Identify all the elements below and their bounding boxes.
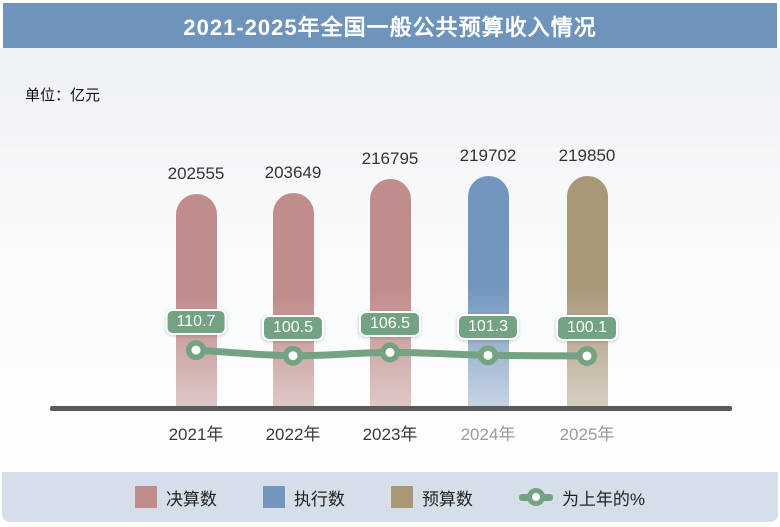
bar-2023年 xyxy=(369,179,411,406)
legend-item-label: 为上年的% xyxy=(561,489,646,509)
trend-point-marker-core xyxy=(288,351,298,361)
unit-label: 单位：亿元 xyxy=(25,87,101,104)
legend-item-execution: 执行数 xyxy=(262,485,345,510)
chart-title: 2021-2025年全国一般公共预算收入情况 xyxy=(183,14,597,40)
x-axis-label: 2024年 xyxy=(460,425,516,444)
chart-plot-area: 单位：亿元 202555 2021年 203649 2022年 216795 2023年 2… xyxy=(0,48,780,472)
bar-2025年 xyxy=(566,176,608,406)
chart-title-bar: 2021-2025年全国一般公共预算收入情况 xyxy=(3,3,777,48)
trend-line-svg xyxy=(186,340,597,366)
bar-value-label: 219702 xyxy=(459,146,517,165)
bar-2024年 xyxy=(467,176,509,406)
execution-swatch-icon xyxy=(262,486,285,508)
bar-2021年 xyxy=(175,194,217,406)
pct-label: 110.7 xyxy=(165,309,227,336)
x-axis-line xyxy=(50,406,732,411)
budget-swatch-icon xyxy=(390,486,413,508)
line-marker-icon xyxy=(518,486,553,508)
legend-item-label: 预算数 xyxy=(421,489,473,509)
line-dot-core xyxy=(531,493,540,501)
legend-bar: 决算数 执行数 预算数 为上年的% xyxy=(2,472,778,522)
legend-item-label: 决算数 xyxy=(165,489,217,509)
legend-item-label: 执行数 xyxy=(293,489,345,509)
bar-value-label: 216795 xyxy=(361,149,419,168)
bar-value-label: 219850 xyxy=(558,146,616,165)
legend-item-budget: 预算数 xyxy=(390,485,473,510)
x-axis-label: 2025年 xyxy=(559,425,615,444)
pct-label: 101.3 xyxy=(456,314,520,341)
bar-value-label: 203649 xyxy=(264,163,322,182)
pct-label: 100.1 xyxy=(555,314,619,341)
trend-point-marker-core xyxy=(385,347,395,357)
trend-point-marker-core xyxy=(191,345,201,355)
bar-value-label: 202555 xyxy=(167,164,225,183)
x-axis-label: 2022年 xyxy=(265,425,321,444)
trend-point-marker-core xyxy=(582,351,592,361)
bar-2022年 xyxy=(272,193,314,406)
trend-point-marker-core xyxy=(483,350,493,360)
pct-label: 100.5 xyxy=(261,314,325,341)
final-account-swatch-icon xyxy=(134,486,157,508)
legend-item-yoy-line: 为上年的% xyxy=(518,485,646,510)
legend-item-final-account: 决算数 xyxy=(134,485,217,510)
pct-label: 106.5 xyxy=(358,311,422,338)
x-axis-label: 2023年 xyxy=(362,425,418,444)
x-axis-label: 2021年 xyxy=(168,425,224,444)
